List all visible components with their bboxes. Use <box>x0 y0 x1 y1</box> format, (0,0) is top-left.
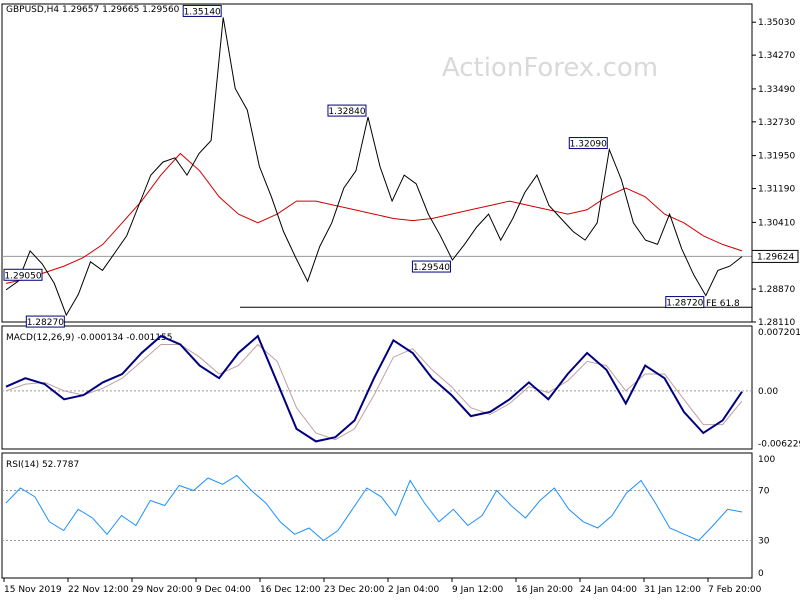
rsi-title: RSI(14) 52.7787 <box>6 460 79 470</box>
price-tick-2: 1.33490 <box>758 85 795 95</box>
macd-signal-line <box>5 343 743 441</box>
time-tick-10: 31 Jan 12:00 <box>644 585 701 595</box>
macd-tick-0: 0.007201 <box>758 328 800 338</box>
rsi-line <box>5 474 743 542</box>
panel-frames <box>1 3 753 579</box>
macd-title: MACD(12,26,9) -0.000134 -0.001155 <box>6 333 172 343</box>
macd-tick-1: 0.00 <box>758 387 778 397</box>
rsi-tick-1: 70 <box>758 487 770 497</box>
swing-label-box <box>665 296 705 309</box>
price-tick-3: 1.32730 <box>758 118 795 128</box>
price-line <box>5 17 743 317</box>
time-tick-2: 29 Nov 20:00 <box>132 585 193 595</box>
time-tick-1: 22 Nov 12:00 <box>68 585 129 595</box>
price-tick-5: 1.31190 <box>758 185 795 195</box>
time-tick-9: 24 Jan 04:00 <box>580 585 637 595</box>
time-tick-0: 15 Nov 2019 <box>4 585 62 595</box>
time-tick-6: 2 Jan 04:00 <box>388 585 440 595</box>
price-panel: 1.35140 1.32840 1.32090 1.29540 1.29050 1.287… <box>2 4 752 328</box>
rsi-panel <box>2 474 752 542</box>
time-tick-7: 9 Jan 12:00 <box>452 585 504 595</box>
current-price-label: 1.29624 <box>757 252 794 262</box>
swing-label-2: 1.32090 <box>570 140 607 150</box>
rsi-frame <box>1 452 753 579</box>
rsi-tick-2: 30 <box>758 537 770 547</box>
price-tick-0: 1.35030 <box>758 18 795 28</box>
swing-label-box <box>3 268 43 281</box>
axes: 1.35030 1.34270 1.33490 1.32730 1.31950 1.311… <box>3 18 800 595</box>
price-tick-7: 1.28870 <box>758 285 795 295</box>
time-tick-5: 23 Dec 20:00 <box>324 585 385 595</box>
swing-label-5: 1.28720 <box>666 299 703 309</box>
swing-label-6: 1.28270 <box>27 318 64 328</box>
price-frame <box>1 3 753 323</box>
fib-label: FE 61.8 <box>706 299 740 309</box>
swing-label-1: 1.32840 <box>328 107 365 117</box>
macd-tick-2: -0.006229 <box>758 439 800 449</box>
swing-label-box <box>568 137 608 150</box>
swing-label-4: 1.29050 <box>4 271 41 281</box>
macd-frame <box>1 325 753 450</box>
price-tick-6: 1.30410 <box>758 218 795 228</box>
swing-label-3: 1.29540 <box>413 263 450 273</box>
swing-label-box <box>411 260 451 273</box>
price-tick-1: 1.34270 <box>758 51 795 61</box>
price-tick-8: 1.28110 <box>758 318 795 328</box>
moving-average-line <box>5 152 743 284</box>
swing-label-0: 1.35140 <box>184 7 221 17</box>
macd-line <box>5 334 743 443</box>
time-tick-4: 16 Dec 12:00 <box>260 585 321 595</box>
time-tick-3: 9 Dec 04:00 <box>196 585 251 595</box>
swing-label-box <box>327 104 367 117</box>
swing-label-box <box>182 4 222 17</box>
macd-panel <box>2 334 752 443</box>
rsi-tick-3: 0 <box>758 569 764 579</box>
time-tick-8: 16 Jan 20:00 <box>516 585 573 595</box>
swing-label-box <box>25 315 65 328</box>
time-tick-11: 7 Feb 20:00 <box>708 585 762 595</box>
price-title: GBPUSD,H4 1.29657 1.29665 1.29560 1.2962… <box>6 5 220 15</box>
current-price-box <box>751 249 799 263</box>
watermark: ActionForex.com <box>442 53 658 83</box>
price-tick-4: 1.31950 <box>758 152 795 162</box>
rsi-tick-0: 100 <box>758 455 775 465</box>
